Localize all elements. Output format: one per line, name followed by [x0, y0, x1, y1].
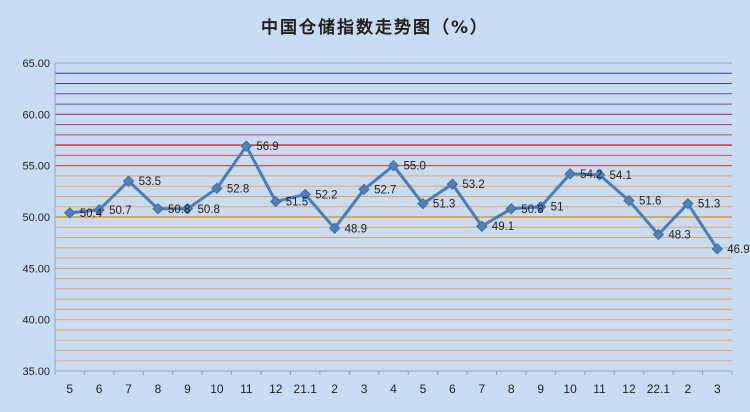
- data-point: [328, 222, 341, 235]
- x-tick-label: 8: [508, 382, 515, 396]
- data-label: 50.4: [80, 208, 103, 220]
- x-tick-label: 22.1: [647, 382, 671, 396]
- data-labels: 50.4 50.7 53.5 50.8 50.8 52.8 56.9 51.5 52.2 48.9…: [80, 141, 750, 256]
- x-tick-label: 7: [125, 382, 132, 396]
- x-tick-label: 6: [449, 382, 456, 396]
- y-tick-label: 50.00: [22, 212, 50, 224]
- data-point: [505, 203, 517, 215]
- x-tick-label: 21.1: [294, 382, 318, 396]
- data-point: [299, 188, 311, 201]
- data-label: 53.2: [462, 179, 484, 191]
- data-label: 48.3: [668, 229, 690, 241]
- data-point: [623, 194, 635, 207]
- x-tick-label: 8: [155, 382, 162, 396]
- data-point: [652, 228, 665, 241]
- axes: [54, 63, 733, 375]
- x-tick-label: 10: [563, 382, 577, 396]
- data-label: 53.5: [139, 176, 161, 188]
- data-point: [181, 203, 194, 215]
- data-label: 54.1: [610, 170, 632, 182]
- x-tick-label: 6: [96, 382, 103, 396]
- data-point: [564, 168, 576, 180]
- data-point: [593, 169, 606, 181]
- data-point: [211, 182, 223, 194]
- data-point: [64, 207, 76, 219]
- data-point: [417, 197, 429, 210]
- x-tick-label: 4: [390, 382, 397, 396]
- data-label: 51.6: [639, 196, 661, 208]
- data-label: 54.2: [580, 169, 602, 181]
- data-label: 50.8: [168, 204, 190, 216]
- y-tick-label: 65.00: [22, 58, 50, 70]
- data-label: 52.8: [227, 183, 249, 195]
- data-label: 52.2: [315, 189, 337, 201]
- data-point: [93, 204, 105, 216]
- y-axis-ticks: 35.00 40.00 45.00 50.00 55.00 60.00 65.00: [22, 58, 50, 378]
- x-tick-label: 11: [593, 382, 606, 396]
- y-tick-label: 35.00: [22, 366, 50, 378]
- y-tick-label: 55.00: [22, 161, 50, 173]
- x-tick-label: 5: [66, 382, 73, 396]
- x-tick-label: 12: [269, 382, 283, 396]
- data-label: 52.7: [374, 184, 396, 196]
- data-label: 46.9: [727, 244, 749, 256]
- x-axis-ticks: 5 6 7 8 9 10 11 12 21.1 2 3 4 5 6 7 8 9 10 11 12 22.1 2 3: [66, 382, 721, 396]
- x-tick-label: 10: [210, 382, 224, 396]
- data-label: 51.3: [433, 199, 455, 211]
- data-point: [387, 159, 400, 172]
- data-label: 49.1: [492, 221, 514, 233]
- y-tick-label: 60.00: [22, 109, 50, 121]
- gridlines: [55, 62, 732, 362]
- x-tick-label: 9: [184, 382, 191, 396]
- data-point: [534, 201, 547, 213]
- data-point: [711, 243, 723, 255]
- data-point: [476, 220, 488, 232]
- x-tick-label: 2: [331, 382, 338, 396]
- x-tick-label: 3: [361, 382, 368, 396]
- data-label: 51.3: [698, 199, 720, 211]
- data-label: 51.5: [286, 197, 308, 209]
- x-tick-label: 9: [537, 382, 544, 396]
- data-label: 50.8: [197, 204, 219, 216]
- x-tick-label: 12: [622, 382, 636, 396]
- x-tick-label: 3: [714, 382, 721, 396]
- x-tick-label: 11: [240, 382, 253, 396]
- x-tick-label: 5: [420, 382, 427, 396]
- data-label: 48.9: [345, 223, 367, 235]
- y-tick-label: 40.00: [22, 315, 50, 327]
- x-tick-label: 2: [685, 382, 692, 396]
- data-point: [270, 195, 282, 208]
- data-point: [682, 197, 694, 210]
- data-point: [358, 183, 370, 195]
- data-label: 50.8: [521, 204, 543, 216]
- y-tick-label: 45.00: [22, 263, 50, 275]
- data-point: [152, 203, 164, 215]
- data-point: [446, 178, 459, 190]
- series: [64, 140, 723, 255]
- chart-title: 中国仓储指数走势图（%）: [261, 17, 489, 38]
- data-point: [122, 175, 135, 187]
- data-point: [240, 140, 253, 152]
- data-label: 50.7: [109, 205, 131, 217]
- data-label: 55.0: [404, 161, 426, 173]
- data-label: 51: [551, 202, 564, 214]
- data-label: 56.9: [256, 141, 278, 153]
- x-tick-label: 7: [478, 382, 485, 396]
